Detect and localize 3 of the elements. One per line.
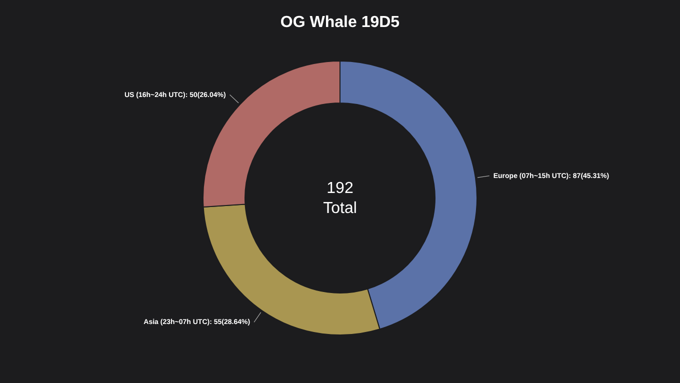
chart-title: OG Whale 19D5 bbox=[280, 14, 400, 31]
text: 192 bbox=[326, 180, 354, 197]
text: Total bbox=[323, 200, 357, 217]
